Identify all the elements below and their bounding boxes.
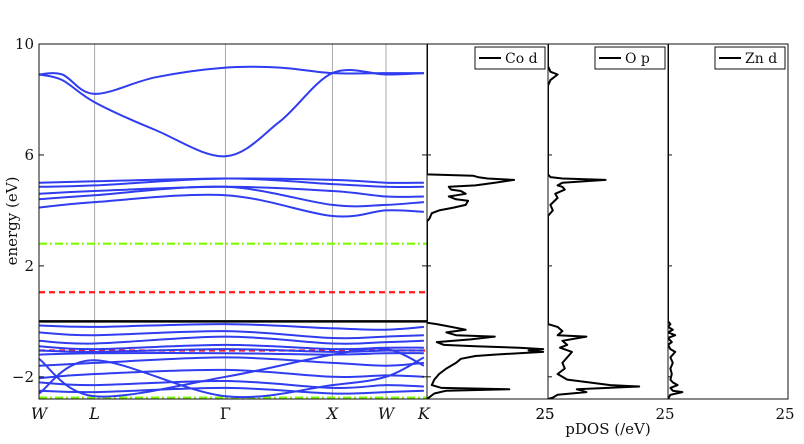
band-line-14 <box>39 368 424 380</box>
legend: Co d <box>474 46 546 70</box>
kpoint-label: W <box>31 404 49 423</box>
pdos-curve <box>668 44 684 399</box>
band-line-13 <box>39 356 424 367</box>
band-line-6 <box>39 193 424 218</box>
legend-box <box>474 46 546 70</box>
legend-label: O p <box>625 51 650 67</box>
legend-label: Co d <box>505 51 538 67</box>
legend: Zn d <box>714 46 786 70</box>
y-axis-label: energy (eV) <box>3 177 21 266</box>
kpoint-label: W <box>378 404 396 423</box>
band-line-18 <box>39 356 425 399</box>
pdos-panel-2 <box>668 44 684 399</box>
legend-box <box>594 46 666 70</box>
pdos-x-tick-label: 25 <box>775 405 794 423</box>
band-line-1 <box>39 69 424 158</box>
band-line-11 <box>39 348 424 353</box>
pdos-curve <box>427 44 545 399</box>
pdos-x-tick-label: 25 <box>655 405 674 423</box>
band-line-16 <box>39 386 424 395</box>
pdos-x-tick-label: 25 <box>535 405 554 423</box>
x-axis-label: pDOS (/eV) <box>565 420 650 438</box>
pdos-panel-0 <box>427 44 545 399</box>
band-line-5 <box>39 185 424 208</box>
legend: O p <box>594 46 666 70</box>
band-lines <box>39 65 425 399</box>
pdos-panel-frame <box>667 43 789 400</box>
band-line-10 <box>39 343 424 351</box>
y-tick-label: −2 <box>12 368 34 386</box>
kpoint-label: L <box>88 404 100 423</box>
kpoint-label: K <box>417 404 431 423</box>
band-line-8 <box>39 330 424 340</box>
band-line-17 <box>39 347 425 398</box>
kpoint-gridlines <box>94 44 387 399</box>
kpoint-label: Γ <box>220 404 231 423</box>
y-tick-label: 6 <box>24 146 34 164</box>
band-line-9 <box>39 335 424 345</box>
kpoint-label: X <box>325 404 339 423</box>
band-line-15 <box>39 379 424 389</box>
band-line-0 <box>39 65 424 95</box>
y-tick-label: 2 <box>24 257 34 275</box>
pdos-x-tick-label: 25 <box>535 405 554 423</box>
legend-label: Zn d <box>745 51 777 67</box>
legend-box <box>714 46 786 70</box>
band-line-12 <box>39 352 424 356</box>
band-line-3 <box>39 177 424 189</box>
pdos-panel-1 <box>548 44 641 399</box>
band-line-7 <box>39 323 424 331</box>
band-line-4 <box>39 185 424 198</box>
band-structure-panel: −2 2 6 10 W L Γ X W K energy (eV) <box>3 35 431 423</box>
pdos-curve <box>548 44 641 399</box>
y-ticks: −2 2 6 10 <box>12 35 427 386</box>
y-tick-label: 10 <box>15 35 34 53</box>
